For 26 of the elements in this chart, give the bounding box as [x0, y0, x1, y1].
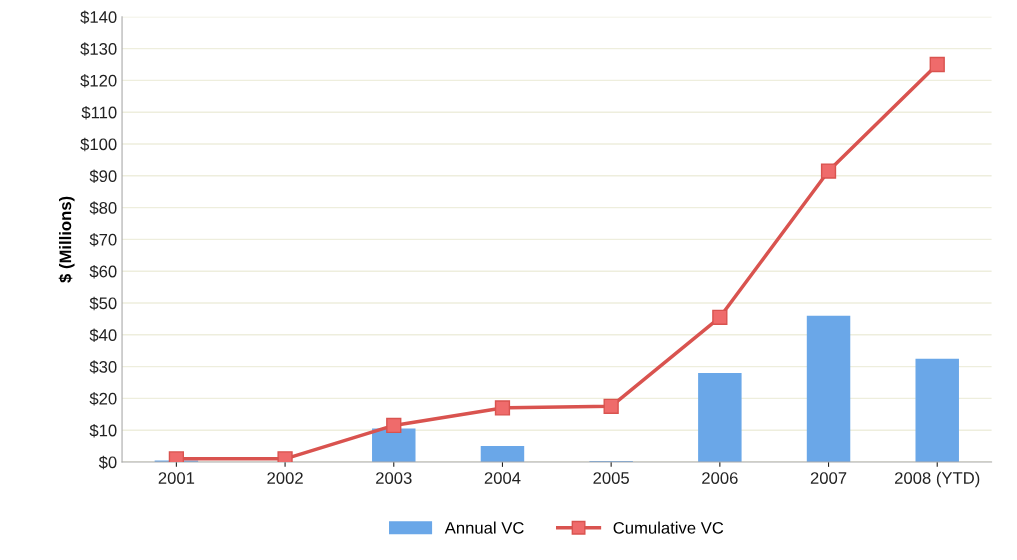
y-tick-label: $120: [80, 74, 117, 88]
y-tick-label: $50: [89, 296, 117, 311]
x-tick-label: 2005: [593, 472, 629, 484]
y-tick-label: $110: [81, 105, 117, 120]
x-tick-label: 2008 (YTD): [895, 471, 980, 488]
legend-label: Cumulative VC: [613, 521, 724, 534]
y-tick-label: $0: [98, 455, 117, 470]
y-tick-label: $80: [89, 201, 117, 215]
x-tick-label: 2004: [484, 472, 521, 484]
y-tick-label: $130: [80, 42, 117, 56]
y-tick-label: $140: [80, 10, 117, 24]
y-tick-label: $20: [89, 392, 117, 406]
legend-label: Annual VC: [444, 521, 524, 534]
y-axis-title: $ (Millions): [58, 196, 75, 283]
x-tick-label: 2002: [267, 472, 303, 484]
y-tick-label: $100: [80, 137, 117, 152]
y-tick-label: $90: [89, 169, 117, 183]
x-tick-label: 2003: [376, 472, 412, 484]
y-tick-label: $60: [89, 264, 117, 279]
y-tick-label: $40: [89, 328, 117, 342]
x-tick-label: 2006: [702, 472, 738, 484]
y-tick-label: $10: [89, 423, 117, 438]
y-tick-label: $30: [89, 360, 117, 374]
x-tick-label: 2007: [810, 472, 847, 484]
x-tick-label: 2001: [158, 472, 195, 484]
y-tick-label: $70: [89, 233, 117, 247]
